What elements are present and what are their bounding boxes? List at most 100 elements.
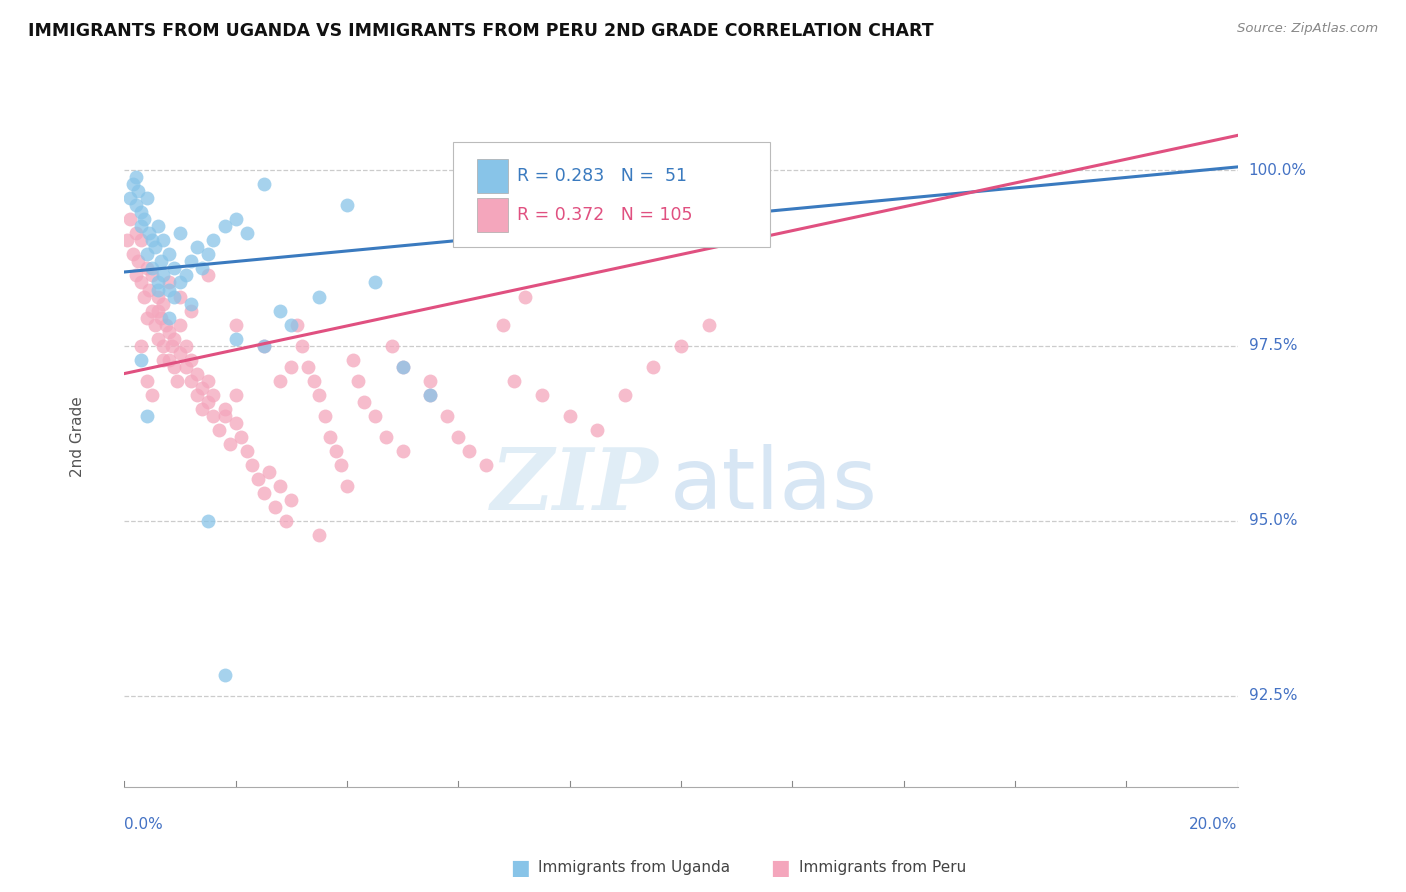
Text: 97.5%: 97.5% [1249,338,1298,353]
Point [436,409,458,423]
Point [586,423,609,437]
Point [174,359,197,374]
Point [242,458,264,472]
Point [169,345,191,359]
Point [325,443,347,458]
Point [143,318,166,332]
Point [152,352,174,367]
Text: ■: ■ [770,858,790,878]
Point [160,338,183,352]
Point [202,409,225,423]
Point [135,310,157,325]
Point [129,205,152,219]
Point [236,227,259,241]
Point [169,289,191,303]
Point [236,443,259,458]
Point [225,387,247,401]
Point [157,325,180,339]
Point [157,276,180,290]
Point [180,303,202,318]
Point [697,318,720,332]
Text: Source: ZipAtlas.com: Source: ZipAtlas.com [1237,22,1378,36]
Point [197,394,219,409]
Point [492,318,515,332]
Point [169,318,191,332]
Text: 2nd Grade: 2nd Grade [70,396,86,477]
Point [308,387,330,401]
Point [364,409,387,423]
Point [530,387,553,401]
Point [127,185,149,199]
Text: Immigrants from Uganda: Immigrants from Uganda [538,861,731,875]
Point [225,212,247,227]
Point [669,338,692,352]
Point [269,303,291,318]
Point [174,338,197,352]
Point [252,338,274,352]
Point [135,374,157,388]
Point [614,387,637,401]
Point [391,359,413,374]
Point [353,394,375,409]
Point [118,191,141,205]
Point [166,374,188,388]
Point [225,318,247,332]
Point [308,527,330,541]
Point [280,318,302,332]
Point [186,387,208,401]
Point [314,409,336,423]
Point [180,374,202,388]
Point [191,380,214,394]
Point [124,198,146,212]
Text: IMMIGRANTS FROM UGANDA VS IMMIGRANTS FROM PERU 2ND GRADE CORRELATION CHART: IMMIGRANTS FROM UGANDA VS IMMIGRANTS FRO… [28,22,934,40]
Point [280,359,302,374]
Point [141,387,163,401]
Point [558,409,581,423]
Point [330,458,353,472]
Point [141,234,163,248]
Point [127,254,149,268]
Text: ■: ■ [510,858,530,878]
Point [141,261,163,276]
Point [124,227,146,241]
Text: atlas: atlas [669,444,877,527]
Point [208,423,231,437]
Point [297,359,319,374]
Bar [477,159,509,193]
Point [197,247,219,261]
Point [197,268,219,283]
Point [146,289,169,303]
Point [319,429,342,443]
Point [132,289,155,303]
Bar [477,198,509,232]
Point [169,276,191,290]
Point [141,303,163,318]
Point [121,247,143,261]
Point [163,332,186,346]
Point [138,227,160,241]
Point [336,198,359,212]
Point [308,289,330,303]
Point [180,296,202,310]
Point [197,374,219,388]
Point [219,436,242,450]
Point [336,478,359,492]
Point [225,332,247,346]
Point [214,401,236,416]
Point [169,227,191,241]
Point [157,247,180,261]
Point [129,338,152,352]
Point [214,219,236,234]
Point [191,261,214,276]
Point [121,178,143,192]
Point [252,338,274,352]
Point [225,416,247,430]
Point [157,310,180,325]
Text: ZIP: ZIP [491,444,658,527]
Text: Immigrants from Peru: Immigrants from Peru [799,861,966,875]
Point [146,276,169,290]
Point [280,492,302,507]
Point [155,318,177,332]
Point [285,318,308,332]
Point [197,514,219,528]
